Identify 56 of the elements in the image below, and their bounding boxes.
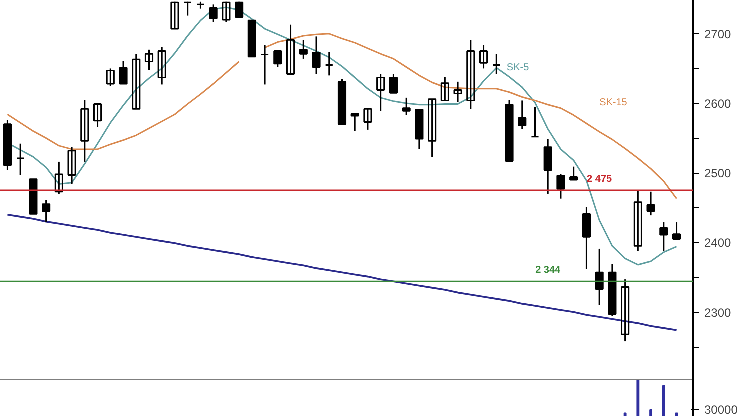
candlestick (312, 36, 321, 76)
candlestick (260, 44, 270, 86)
candlestick (672, 222, 682, 240)
y-tick-label: 2600 (704, 97, 732, 112)
y-tick-label: 2400 (704, 236, 732, 250)
y-tick-label: 2300 (704, 306, 732, 320)
candlestick (595, 248, 604, 306)
y-tick-label: 2700 (704, 27, 732, 42)
candlestick (80, 99, 90, 163)
candlestick (428, 98, 437, 158)
candlestick (274, 50, 282, 68)
candlestick (119, 60, 128, 85)
candlestick (54, 161, 64, 195)
candlestick (646, 191, 656, 216)
candlestick (16, 143, 25, 176)
candlestick (544, 138, 552, 195)
candlestick (570, 166, 578, 181)
candlestick (299, 39, 308, 60)
line-series (6, 214, 678, 332)
candlestick (376, 74, 386, 112)
candlestick (518, 100, 527, 130)
candlestick (209, 4, 218, 23)
candlestick (530, 106, 540, 138)
candlestick (68, 146, 76, 185)
candlestick (454, 81, 462, 103)
candlestick (132, 53, 141, 110)
y-tick-label: 2500 (704, 166, 732, 181)
candlestick (364, 108, 372, 131)
text: 30000 (704, 402, 738, 416)
candlestick (479, 44, 488, 70)
ref-line-label: 2 475 (587, 174, 613, 185)
candlestick (634, 190, 642, 252)
candlestick (222, 1, 231, 23)
candlestick (158, 46, 166, 86)
candlestick (350, 113, 360, 132)
candlestick (235, 1, 244, 18)
candlestick (660, 222, 668, 252)
candlestick (42, 199, 51, 224)
candlestick (144, 49, 154, 71)
series-label: SK-5 (506, 62, 530, 74)
candlestick (492, 53, 501, 76)
series-label: SK-15 (600, 97, 628, 108)
candlestick (582, 206, 591, 270)
candlestick (325, 51, 334, 76)
candlestick (184, 1, 192, 17)
candlestick (170, 1, 180, 30)
candlestick (440, 76, 450, 102)
candlestick (621, 278, 630, 342)
candlestick (389, 74, 398, 94)
candlestick (402, 97, 411, 116)
candlestick (466, 39, 476, 110)
candlestick (93, 103, 102, 128)
candlestick (556, 174, 566, 200)
candlestick (106, 68, 115, 87)
ref-line-label: 2 344 (536, 265, 562, 276)
candlestick (286, 24, 296, 76)
